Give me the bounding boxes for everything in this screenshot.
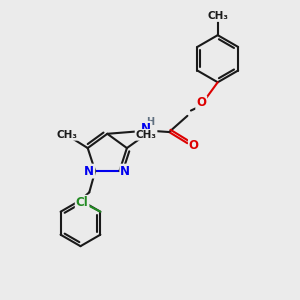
Text: N: N (120, 165, 130, 178)
Text: O: O (196, 96, 206, 110)
Text: N: N (84, 165, 94, 178)
Text: CH₃: CH₃ (57, 130, 78, 140)
Text: N: N (141, 122, 151, 135)
Text: CH₃: CH₃ (207, 11, 228, 21)
Text: Cl: Cl (76, 196, 88, 209)
Text: O: O (189, 139, 199, 152)
Text: CH₃: CH₃ (136, 130, 157, 140)
Text: H: H (146, 117, 154, 127)
